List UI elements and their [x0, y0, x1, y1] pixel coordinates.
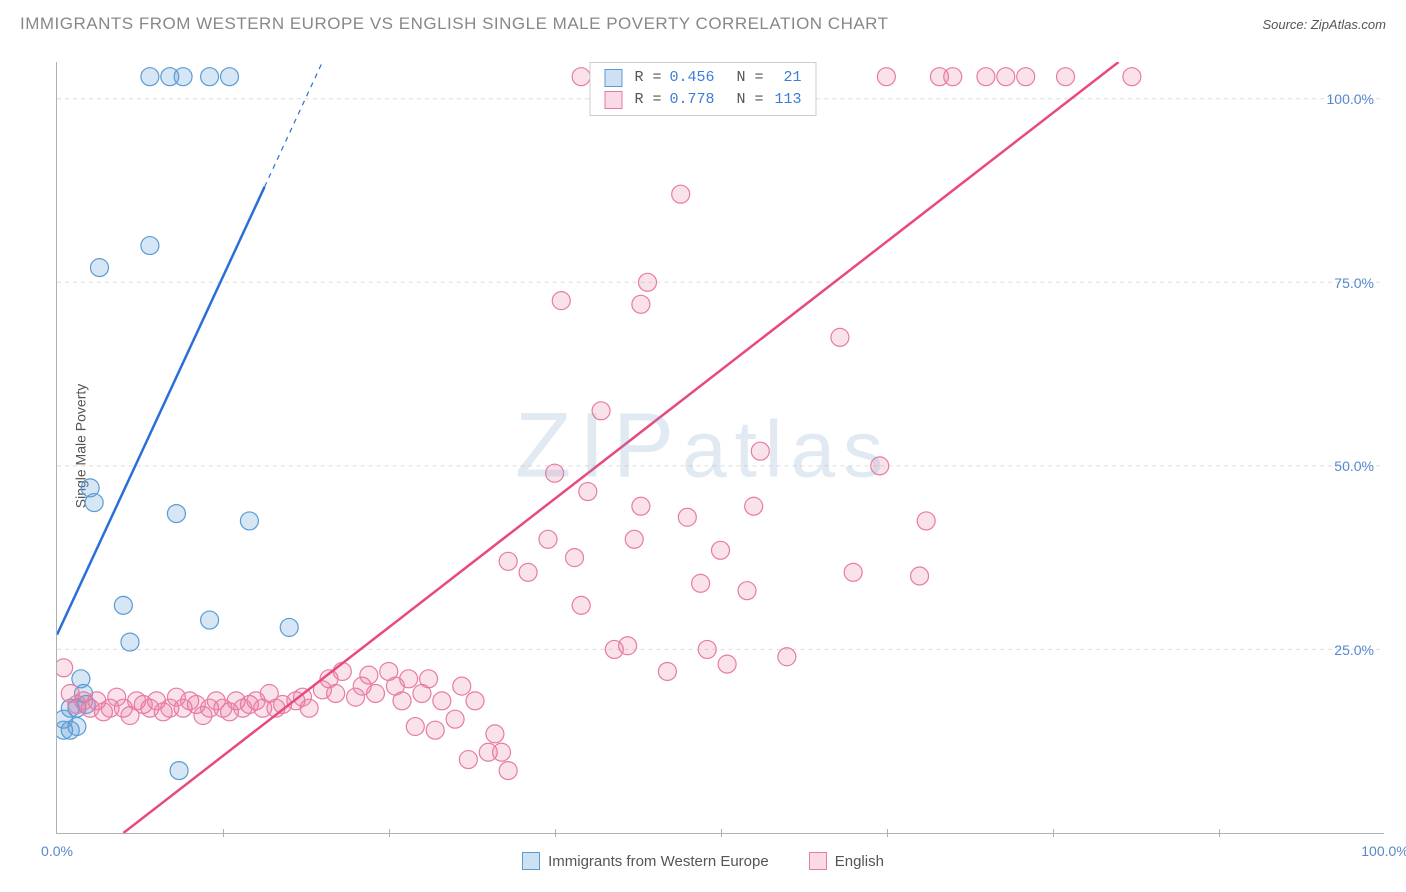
source-name: ZipAtlas.com: [1311, 17, 1386, 32]
bottom-legend-item-0: Immigrants from Western Europe: [522, 852, 769, 870]
legend-row-english: R = 0.778 N = 113: [604, 89, 801, 111]
bottom-legend: Immigrants from Western Europe English: [0, 852, 1406, 870]
legend-n-value-0: 21: [772, 67, 802, 89]
bottom-swatch-blue: [522, 852, 540, 870]
bottom-legend-item-1: English: [809, 852, 884, 870]
x-tick-mark: [389, 829, 390, 837]
y-tick-label: 100.0%: [1327, 91, 1374, 107]
legend-r-label: R =: [634, 89, 661, 111]
y-tick-label: 75.0%: [1334, 275, 1374, 291]
bottom-legend-label-1: English: [835, 853, 884, 870]
chart-title: IMMIGRANTS FROM WESTERN EUROPE VS ENGLIS…: [20, 14, 889, 34]
y-tick-label: 25.0%: [1334, 642, 1374, 658]
x-tick-mark: [887, 829, 888, 837]
plot-area: 25.0%50.0%75.0%100.0%0.0%100.0%: [56, 62, 1384, 834]
chart-source: Source: ZipAtlas.com: [1262, 17, 1386, 32]
x-tick-mark: [1219, 829, 1220, 837]
legend-n-label: N =: [728, 67, 764, 89]
source-prefix: Source:: [1262, 17, 1310, 32]
x-tick-mark: [721, 829, 722, 837]
correlation-legend: R = 0.456 N = 21 R = 0.778 N = 113: [589, 62, 816, 116]
legend-r-value-0: 0.456: [670, 67, 720, 89]
legend-row-western-europe: R = 0.456 N = 21: [604, 67, 801, 89]
chart-header: IMMIGRANTS FROM WESTERN EUROPE VS ENGLIS…: [0, 0, 1406, 48]
legend-swatch-blue: [604, 69, 622, 87]
x-tick-mark: [223, 829, 224, 837]
x-tick-mark: [1053, 829, 1054, 837]
legend-swatch-pink: [604, 91, 622, 109]
legend-r-label: R =: [634, 67, 661, 89]
bottom-legend-label-0: Immigrants from Western Europe: [548, 853, 769, 870]
x-tick-mark: [555, 829, 556, 837]
y-tick-label: 50.0%: [1334, 458, 1374, 474]
legend-r-value-1: 0.778: [670, 89, 720, 111]
scatter-plot-svg: [57, 62, 1384, 833]
legend-n-value-1: 113: [772, 89, 802, 111]
bottom-swatch-pink: [809, 852, 827, 870]
legend-n-label: N =: [728, 89, 764, 111]
